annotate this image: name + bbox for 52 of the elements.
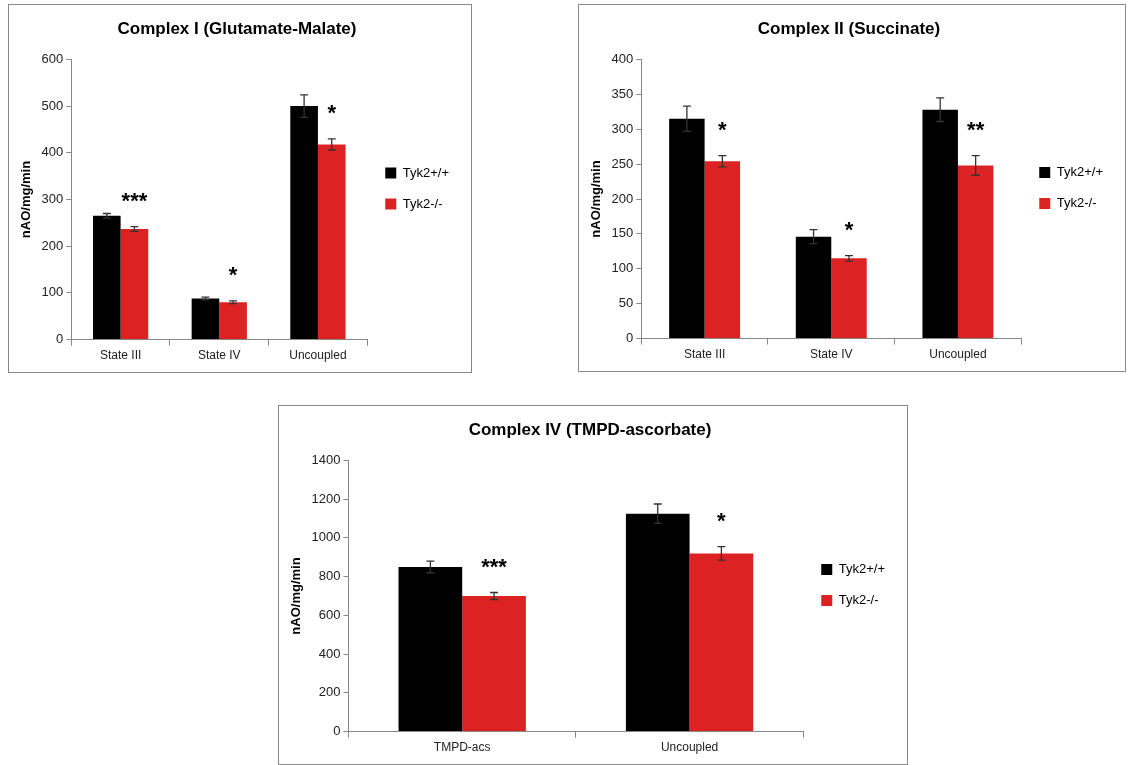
y-tick-label: 600 (41, 50, 64, 66)
x-tick-label: State III (683, 347, 726, 362)
y-tick-label: 600 (318, 606, 341, 622)
y-tick-label: 300 (41, 191, 64, 207)
y-axis-title: nAO/mg/min (588, 160, 604, 238)
annotation: *** (121, 187, 148, 213)
legend-label: Tyk2-/- (402, 195, 443, 211)
y-tick-label: 100 (41, 284, 64, 300)
y-tick-label: 400 (611, 50, 634, 66)
annotation: * (718, 116, 728, 142)
y-tick-label: 100 (611, 260, 634, 276)
y-tick-label: 0 (56, 331, 64, 347)
x-tick-label: TMPD-acs (433, 740, 491, 755)
y-tick-label: 1000 (311, 529, 341, 545)
legend-label: Tyk2-/- (838, 592, 879, 608)
x-tick-label: State III (99, 348, 142, 363)
y-tick-label: 50 (618, 295, 634, 311)
legend-label: Tyk2+/+ (1056, 164, 1103, 180)
y-axis-title: nAO/mg/min (288, 557, 304, 635)
annotation: * (844, 216, 854, 242)
legend-label: Tyk2-/- (1056, 195, 1097, 211)
chart-title: Complex II (Succinate) (757, 18, 941, 38)
y-tick-label: 0 (333, 723, 341, 739)
y-tick-label: 150 (611, 225, 634, 241)
y-tick-label: 1400 (311, 451, 341, 467)
y-tick-label: 500 (41, 97, 64, 113)
annotation: * (327, 99, 337, 125)
x-tick-label: State IV (809, 347, 853, 362)
y-tick-label: 400 (318, 645, 341, 661)
y-tick-label: 0 (626, 330, 634, 346)
y-axis-title: nAO/mg/min (18, 160, 34, 239)
annotation: ** (967, 116, 985, 142)
chart-title: Complex IV (TMPD-ascorbate) (468, 419, 712, 439)
y-tick-label: 250 (611, 155, 634, 171)
y-tick-label: 200 (611, 190, 634, 206)
y-tick-label: 200 (318, 684, 341, 700)
y-tick-label: 400 (41, 144, 64, 160)
annotation: *** (481, 553, 508, 579)
legend-label: Tyk2+/+ (838, 561, 885, 577)
annotation: * (717, 507, 727, 533)
y-tick-label: 350 (611, 85, 634, 101)
y-tick-label: 200 (41, 237, 64, 253)
y-tick-label: 300 (611, 120, 634, 136)
legend-label: Tyk2+/+ (402, 164, 449, 180)
x-tick-label: State IV (197, 348, 241, 363)
annotation: * (228, 261, 238, 287)
x-tick-label: Uncoupled (929, 347, 987, 362)
chart-title: Complex I (Glutamate-Malate) (117, 18, 357, 38)
y-tick-label: 1200 (311, 490, 341, 506)
y-tick-label: 800 (318, 568, 341, 584)
x-tick-label: Uncoupled (660, 740, 719, 755)
x-tick-label: Uncoupled (289, 348, 347, 363)
